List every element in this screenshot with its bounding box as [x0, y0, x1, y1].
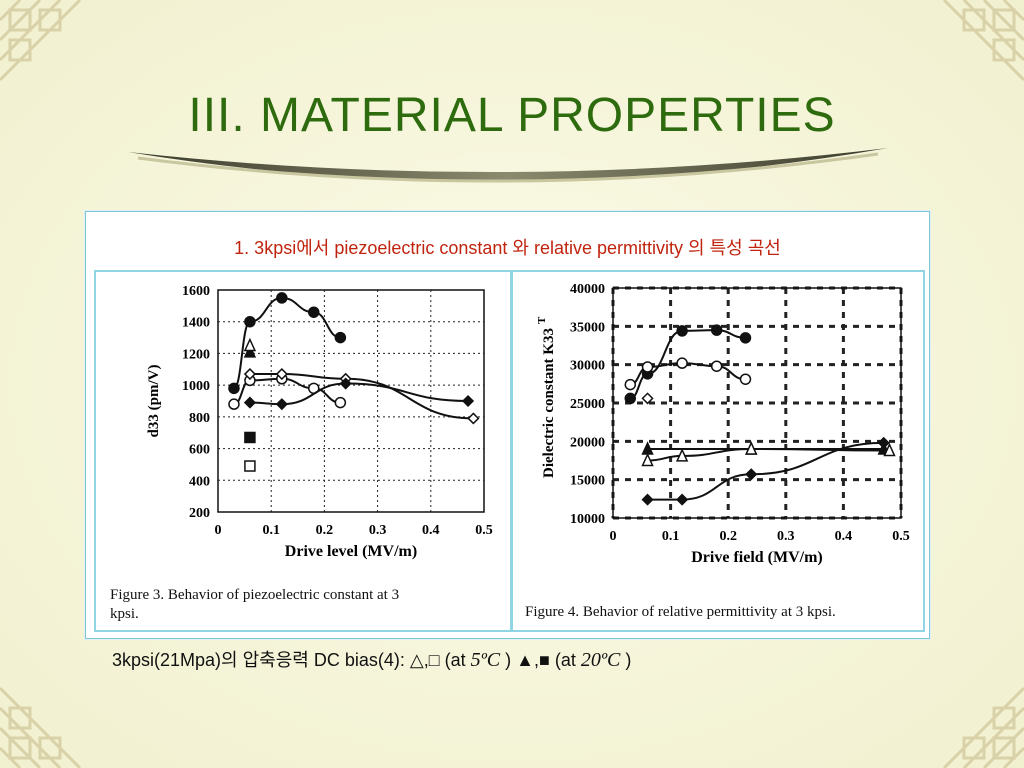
- x-tick-label: 0.4: [422, 523, 440, 538]
- data-point-open-circle: [710, 360, 723, 372]
- data-point-filled-circle: [710, 324, 723, 336]
- x-tick-label: 0.3: [777, 529, 795, 544]
- y-tick-label: 10000: [570, 512, 605, 527]
- data-point-filled-diamond: [461, 394, 475, 408]
- data-point-filled-diamond: [641, 493, 654, 506]
- y-axis-label-superscript: T: [536, 316, 548, 324]
- data-point-open-triangle: [883, 442, 896, 457]
- x-tick-label: 0: [215, 523, 222, 538]
- footer-note: 3kpsi(21Mpa)의 압축응력 DC bias(4): △,□ (at 5…: [112, 646, 962, 676]
- data-point-open-circle: [334, 396, 347, 409]
- figure-3: 0 0.1 0.2 0.3 0.4 0.5 200 400 600 800 1000 1200 1400…: [94, 270, 512, 632]
- corner-ornament: [914, 658, 1024, 768]
- data-point-open-diamond: [275, 367, 288, 381]
- x-tick-label: 0.1: [662, 529, 680, 544]
- slide-title: III. MATERIAL PROPERTIES: [188, 89, 836, 142]
- series-line-4: [647, 447, 890, 462]
- series-line-4: [249, 373, 474, 420]
- y-tick-label: 600: [189, 443, 210, 458]
- data-point-open-triangle: [745, 441, 758, 455]
- x-tick-label: 0.4: [835, 529, 853, 544]
- plot-frame: [217, 289, 485, 513]
- plot-frame: [612, 287, 902, 519]
- series-line-5: [647, 441, 884, 501]
- figure-panel: 1. 3kpsi에서 piezoelectric constant 와 rela…: [85, 211, 930, 639]
- y-tick-label: 1200: [182, 347, 210, 362]
- data-point-open-square: [244, 460, 256, 472]
- figure-3-caption-line1: Figure 3. Behavior of piezoelectric cons…: [110, 587, 400, 603]
- data-point-filled-circle: [244, 315, 256, 328]
- data-point-open-circle: [624, 378, 637, 391]
- x-tick-label: 0.1: [262, 523, 280, 538]
- corner-ornament: [0, 658, 110, 768]
- y-axis-label: Dielectric constant K33: [541, 328, 557, 478]
- data-point-filled-circle: [676, 325, 688, 337]
- footer-temp-20c: 20ºC: [580, 649, 621, 671]
- data-point-open-triangle: [243, 337, 257, 352]
- data-point-filled-diamond: [676, 493, 689, 506]
- figure-3-caption-line2: kpsi.: [110, 606, 139, 622]
- x-tick-label: 0.5: [892, 529, 910, 544]
- x-tick-label: 0: [610, 529, 617, 544]
- data-point-filled-circle: [228, 382, 240, 395]
- data-point-open-circle: [676, 357, 688, 369]
- corner-ornament: [914, 0, 1024, 110]
- x-tick-label: 0.3: [369, 523, 387, 538]
- data-point-open-triangle: [641, 452, 654, 467]
- series-line-5: [249, 382, 469, 406]
- footer-prefix: 3kpsi(21Mpa)의 압축응력 DC bias(4): △,□ (at: [112, 650, 471, 670]
- data-point-filled-diamond: [243, 396, 256, 409]
- data-point-filled-circle: [276, 292, 288, 304]
- data-point-filled-triangle: [243, 344, 257, 358]
- data-point-filled-diamond: [745, 468, 758, 481]
- y-tick-label: 1400: [182, 316, 210, 331]
- x-axis-label: Drive level (MV/m): [285, 543, 417, 560]
- x-tick-label: 0.5: [475, 523, 493, 538]
- figure-4: 0 0.1 0.2 0.3 0.4 0.5 10000 15000 20000 25000 3000…: [511, 270, 925, 632]
- data-point-open-circle: [641, 361, 654, 373]
- corner-ornament: [0, 0, 110, 110]
- footer-temp-5c: 5ºC: [470, 649, 501, 671]
- title-underline-swoosh: [128, 148, 888, 183]
- data-point-open-circle: [228, 398, 240, 410]
- y-tick-label: 15000: [570, 474, 605, 489]
- y-tick-label: 1000: [182, 379, 210, 394]
- chart-piezoelectric-constant: 0 0.1 0.2 0.3 0.4 0.5 200 400 600 800 1000 1200 1400…: [146, 284, 493, 560]
- data-point-filled-diamond: [275, 398, 288, 411]
- data-point-filled-circle: [308, 306, 320, 318]
- data-point-filled-circle: [334, 331, 347, 344]
- data-point-filled-square: [244, 431, 256, 444]
- panel-subtitle: 1. 3kpsi에서 piezoelectric constant 와 rela…: [234, 238, 781, 258]
- data-point-filled-diamond: [339, 377, 352, 390]
- y-tick-label: 400: [189, 474, 210, 489]
- x-tick-label: 0.2: [719, 529, 737, 544]
- footer-middle: ) ▲,■ (at: [500, 650, 581, 670]
- data-point-filled-circle: [739, 332, 752, 344]
- y-axis-label: d33 (pm/V): [146, 365, 162, 438]
- y-tick-label: 40000: [570, 282, 605, 297]
- y-tick-label: 30000: [570, 359, 605, 374]
- figure-3-caption: Figure 3. Behavior of piezoelectric cons…: [110, 586, 505, 624]
- data-point-open-diamond: [243, 367, 256, 381]
- data-point-filled-diamond: [877, 436, 890, 449]
- data-point-open-diamond: [467, 412, 480, 425]
- data-point-open-triangle: [675, 448, 689, 462]
- footer-suffix: ): [620, 650, 632, 670]
- y-tick-label: 35000: [570, 320, 605, 335]
- y-tick-label: 25000: [570, 397, 605, 412]
- y-tick-label: 20000: [570, 435, 605, 450]
- chart-relative-permittivity: 0 0.1 0.2 0.3 0.4 0.5 10000 15000 20000 25000 3000…: [536, 282, 910, 566]
- data-point-open-circle: [739, 373, 752, 385]
- x-tick-label: 0.2: [316, 523, 334, 538]
- y-tick-label: 800: [189, 411, 210, 426]
- x-axis-label: Drive field (MV/m): [691, 549, 823, 566]
- figure-4-caption: Figure 4. Behavior of relative permittiv…: [525, 604, 836, 620]
- y-tick-label: 1600: [182, 284, 210, 299]
- data-point-filled-circle: [624, 392, 637, 405]
- data-point-open-diamond: [641, 392, 654, 405]
- y-tick-label: 200: [189, 506, 210, 521]
